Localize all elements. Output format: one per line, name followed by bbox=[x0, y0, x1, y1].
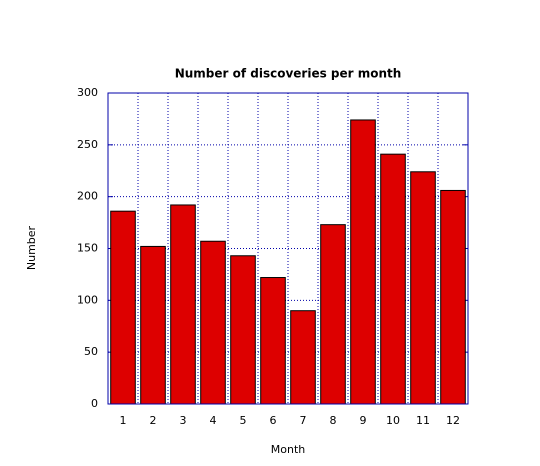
y-tick-label: 0 bbox=[91, 397, 98, 410]
bar bbox=[440, 189, 466, 405]
x-tick-label: 2 bbox=[150, 414, 157, 427]
bar bbox=[290, 310, 316, 405]
bar bbox=[230, 255, 256, 405]
x-tick-label: 7 bbox=[300, 414, 307, 427]
bar bbox=[260, 277, 286, 405]
chart-title: Number of discoveries per month bbox=[175, 67, 402, 81]
bar bbox=[410, 171, 436, 405]
y-axis-label: Number bbox=[25, 225, 38, 270]
x-tick-label: 1 bbox=[120, 414, 127, 427]
y-tick-label: 100 bbox=[77, 293, 98, 306]
y-tick-label: 150 bbox=[77, 242, 98, 255]
y-tick-label: 300 bbox=[77, 86, 98, 99]
bar bbox=[110, 210, 136, 405]
bar bbox=[170, 204, 196, 405]
x-tick-label: 5 bbox=[240, 414, 247, 427]
plot-frame bbox=[107, 92, 469, 405]
x-tick-label: 11 bbox=[416, 414, 430, 427]
bar bbox=[350, 119, 376, 405]
bar bbox=[380, 153, 406, 405]
y-tick-label: 50 bbox=[84, 345, 98, 358]
x-tick-label: 10 bbox=[386, 414, 400, 427]
bar bbox=[140, 245, 166, 405]
bar bbox=[200, 240, 226, 405]
x-tick-label: 9 bbox=[360, 414, 367, 427]
bar bbox=[320, 224, 346, 405]
x-tick-label: 12 bbox=[446, 414, 460, 427]
x-axis-label: Month bbox=[271, 443, 306, 456]
y-tick-label: 200 bbox=[77, 190, 98, 203]
x-tick-label: 3 bbox=[180, 414, 187, 427]
x-tick-label: 6 bbox=[270, 414, 277, 427]
x-tick-label: 8 bbox=[330, 414, 337, 427]
x-tick-label: 4 bbox=[210, 414, 217, 427]
y-tick-label: 250 bbox=[77, 138, 98, 151]
